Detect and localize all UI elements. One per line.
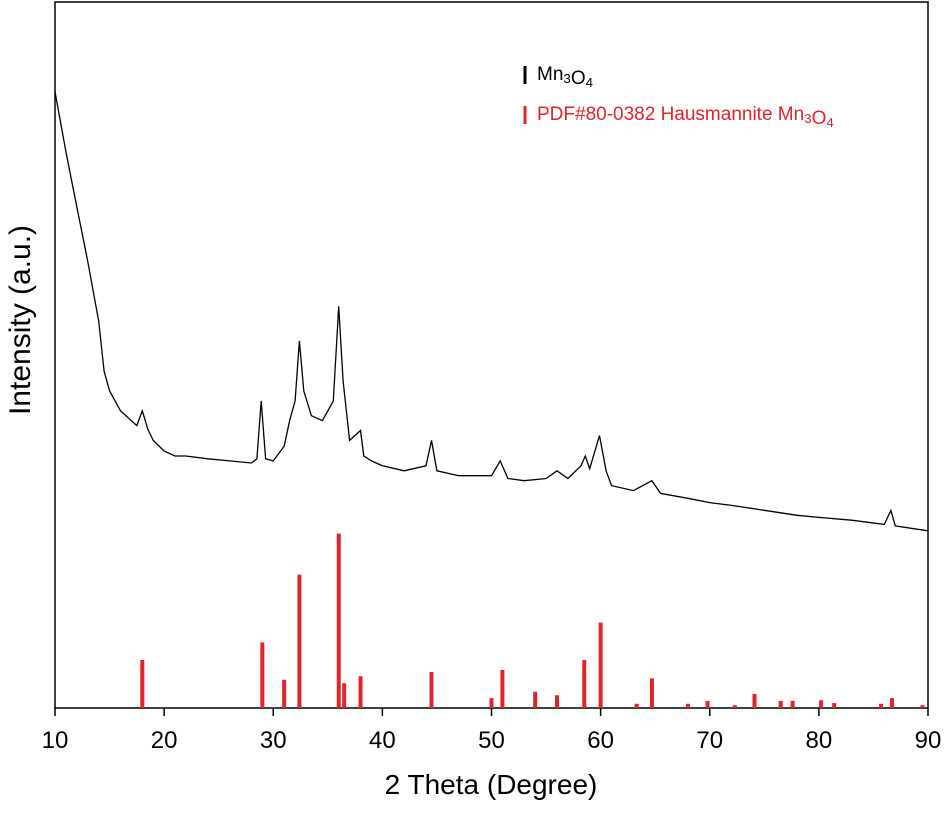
x-tick-label: 70: [696, 727, 723, 754]
x-tick-label: 90: [915, 727, 942, 754]
x-tick-label: 30: [260, 727, 287, 754]
x-tick-label: 60: [587, 727, 614, 754]
x-tick-label: 50: [478, 727, 505, 754]
legend-label: Mn3O4: [537, 64, 593, 89]
x-tick-label: 10: [42, 727, 69, 754]
legend-label: PDF#80-0382 Hausmannite Mn3O4: [537, 104, 834, 129]
y-axis-label: Intensity (a.u.): [4, 225, 37, 415]
x-tick-label: 20: [151, 727, 178, 754]
x-tick-label: 80: [806, 727, 833, 754]
x-tick-label: 40: [369, 727, 396, 754]
xrd-pattern: [54, 91, 929, 532]
x-axis-label: 2 Theta (Degree): [385, 769, 598, 800]
